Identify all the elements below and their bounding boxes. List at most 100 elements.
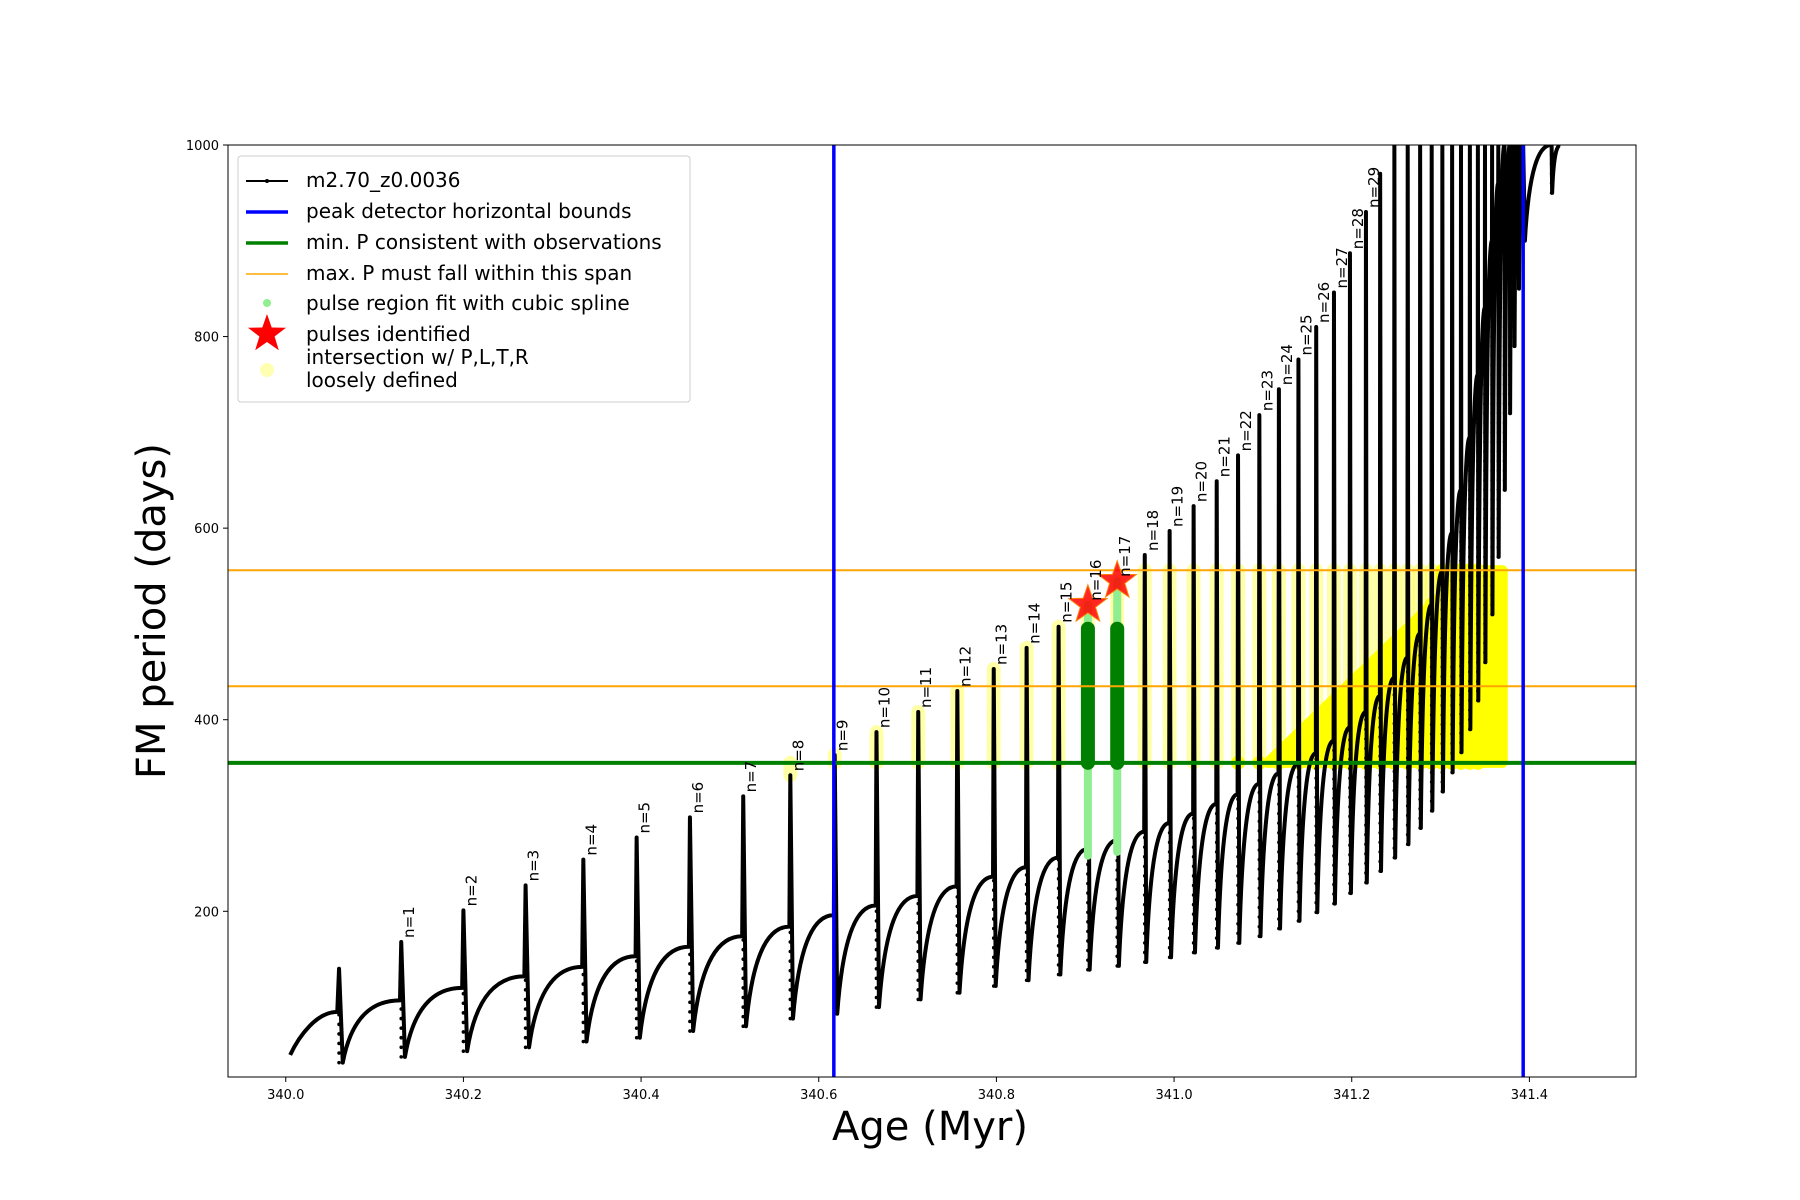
track-point [1483,564,1487,569]
track-point [1348,508,1352,512]
track-point [1236,548,1240,552]
track-point [1512,210,1517,214]
track-point [1392,846,1397,850]
track-point [1502,382,1507,387]
track-point [1508,382,1512,387]
track-point [1191,931,1196,936]
track-point [741,861,746,866]
track-point [1364,641,1368,645]
track-point [788,844,793,848]
track-point [1450,598,1454,602]
track-point [1296,823,1301,827]
track-point [916,786,921,791]
track-point [1405,660,1410,665]
track-point [1459,223,1463,228]
track-point [1405,737,1410,741]
track-point [1468,382,1472,387]
track-point [1450,157,1454,162]
track-point [1142,701,1147,706]
track-point [1296,411,1301,416]
track-point [1314,699,1319,704]
track-point [1277,419,1281,423]
track-point [1314,393,1319,397]
track-point [1167,648,1172,653]
track-point [1296,899,1301,904]
track-point [1332,528,1336,532]
track-point [461,943,466,948]
track-point [581,943,586,948]
track-point [1115,935,1120,939]
track-point [1459,520,1463,525]
track-point [1468,229,1472,234]
track-point [1332,595,1336,599]
track-point [1142,730,1147,734]
track-point [1429,368,1434,372]
track-point [581,1001,586,1006]
track-point [1115,964,1120,968]
track-point [1191,902,1196,907]
track-point [916,825,921,829]
track-point [1483,401,1487,406]
track-point [991,802,996,806]
track-point [1364,574,1368,578]
track-point [1496,325,1501,329]
track-point [1440,732,1445,736]
track-point [955,866,960,870]
track-point [1191,644,1196,648]
track-point [1483,545,1487,550]
track-point [1468,602,1472,607]
track-point [1167,792,1172,797]
pulse-label: n=20 [1193,461,1211,502]
track-point [1508,200,1512,205]
track-point [1476,583,1480,588]
track-point [1490,507,1494,511]
track-point [1496,277,1501,281]
track-point [1364,210,1368,214]
track-point [1257,924,1262,929]
track-point [1348,374,1352,378]
track-point [1392,635,1397,640]
track-point [874,909,879,914]
track-point [1405,526,1410,530]
track-point [1502,210,1507,214]
track-point [1502,420,1507,425]
track-point [991,811,996,816]
track-point [1277,773,1281,778]
track-point [874,938,879,942]
track-point [1191,653,1196,658]
track-point [1468,507,1472,511]
track-point [1236,845,1240,849]
track-point [1364,507,1368,511]
track-point [581,982,586,986]
track-point [1378,294,1382,299]
track-point [1332,777,1336,781]
track-point [1459,587,1463,592]
track-point [1332,566,1336,571]
track-point [1277,648,1281,653]
track-point [1476,459,1480,463]
track-point [1214,706,1219,711]
track-point [1314,910,1319,915]
track-point [1332,576,1336,580]
track-point [1277,668,1281,672]
track-point [1056,953,1061,958]
track-point [1296,708,1301,712]
track-point [1314,383,1319,388]
track-point [1429,770,1434,775]
track-point [1332,556,1336,561]
track-point [1476,468,1480,473]
track-point [1115,954,1120,959]
track-point [581,1020,586,1025]
track-point [1378,495,1382,500]
track-point [1277,802,1281,806]
track-point [1314,785,1319,790]
track-point [1429,550,1434,554]
track-point [1257,455,1262,460]
legend-entry: min. P consistent with observations [306,230,662,254]
track-point [1167,620,1172,624]
track-point [1332,719,1336,724]
track-point [1450,617,1454,621]
track-point [916,863,921,868]
track-point [1502,478,1507,483]
track-point [1314,421,1319,426]
